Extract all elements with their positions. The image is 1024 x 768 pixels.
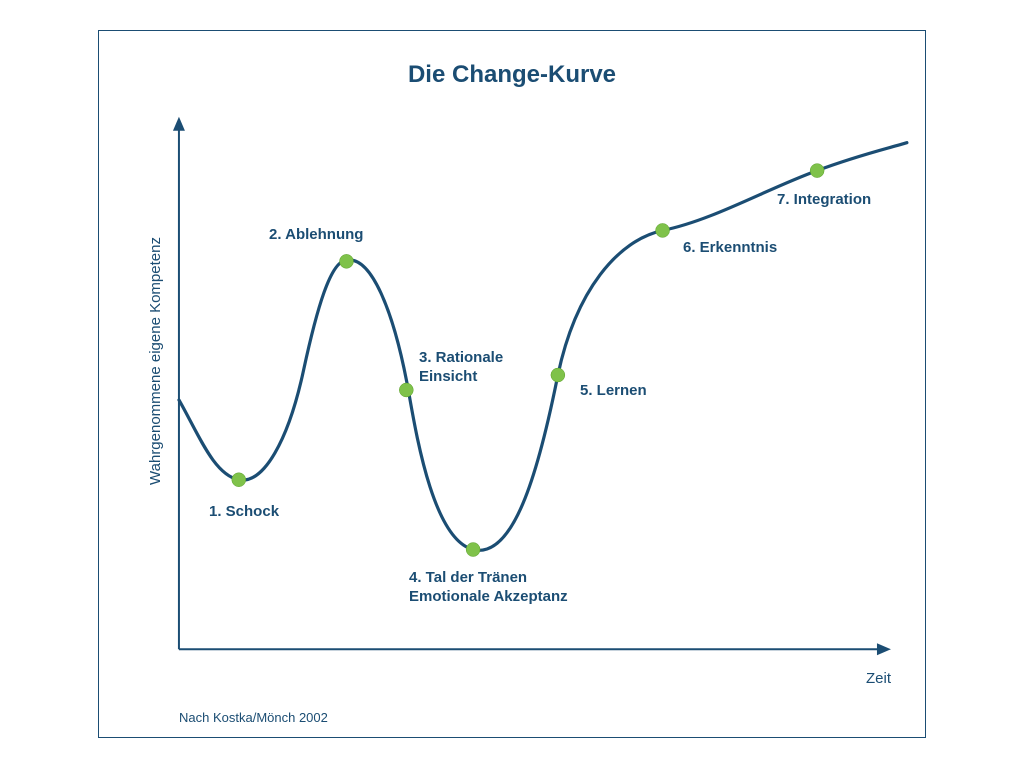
point-label-1: 1. Schock: [209, 503, 279, 522]
point-label-5: 5. Lernen: [580, 382, 647, 401]
chart-svg: [99, 31, 925, 737]
curve-point-2: [339, 254, 353, 268]
curve-point-6: [656, 223, 670, 237]
curve-point-3: [399, 383, 413, 397]
point-label-2: 2. Ablehnung: [269, 226, 363, 245]
point-label-3: 3. Rationale Einsicht: [419, 349, 503, 387]
point-label-4: 4. Tal der Tränen Emotionale Akzeptanz: [409, 569, 568, 607]
chart-frame: Die Change-Kurve Wahrgenommene eigene Ko…: [98, 30, 926, 738]
point-label-7: 7. Integration: [777, 191, 871, 210]
curve-point-5: [551, 368, 565, 382]
x-axis-arrow: [877, 643, 891, 655]
y-axis-arrow: [173, 117, 185, 131]
curve-point-1: [232, 473, 246, 487]
curve-point-4: [466, 543, 480, 557]
curve-point-7: [810, 164, 824, 178]
point-label-6: 6. Erkenntnis: [683, 239, 777, 258]
markers-group: [232, 164, 824, 557]
